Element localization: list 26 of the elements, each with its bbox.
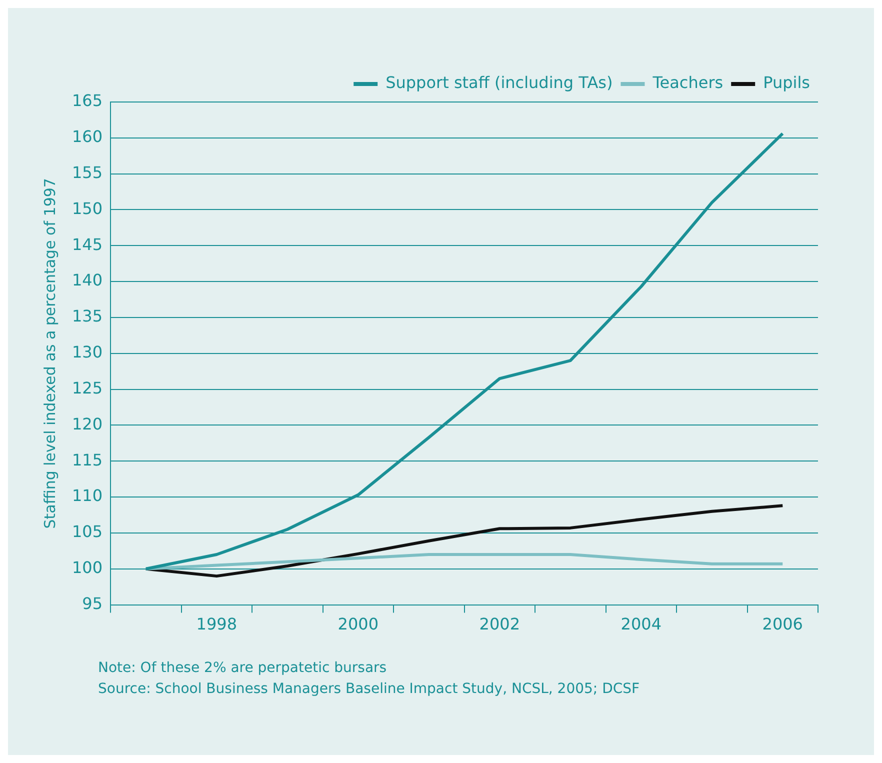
y-tick-label: 150	[72, 198, 103, 218]
y-tick-label: 155	[72, 162, 103, 182]
legend-label: Support staff (including TAs)	[386, 73, 613, 92]
y-tick-label: 125	[72, 378, 103, 398]
x-tick-label: 1998	[196, 614, 238, 634]
y-tick-label: 95	[82, 594, 103, 613]
y-tick-label: 100	[72, 558, 103, 578]
x-tick-label: 2004	[620, 614, 662, 634]
y-tick-label: 160	[72, 127, 103, 146]
source-note: Source: School Business Managers Baseline Impact Study, NCSL, 2005; DCSF	[98, 680, 640, 699]
y-tick-label: 145	[72, 234, 103, 254]
y-tick-label: 130	[72, 342, 103, 362]
y-tick-label: 115	[72, 450, 103, 470]
legend-label: Pupils	[763, 73, 810, 92]
text: Note: Of these 2% are perpatetic bursars	[98, 659, 388, 678]
y-tick-label: 165	[72, 91, 103, 110]
y-tick-label: 110	[72, 486, 103, 506]
legend-label: Teachers	[652, 73, 724, 92]
y-tick-label: 120	[72, 414, 103, 434]
y-tick-label: 105	[72, 522, 103, 542]
y-tick-label: 135	[72, 306, 103, 326]
y-axis-title: Staffing level indexed as a percentage of 1997	[40, 178, 59, 529]
y-tick-label: 140	[72, 270, 103, 290]
x-tick-label: 2000	[338, 614, 379, 634]
x-tick-label: 2006	[762, 614, 803, 634]
x-tick-label: 2002	[479, 614, 520, 634]
